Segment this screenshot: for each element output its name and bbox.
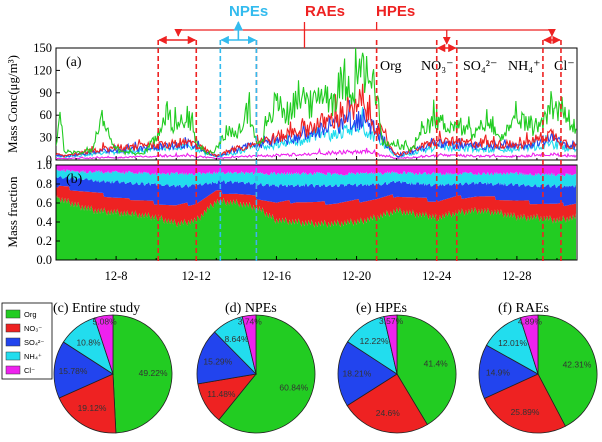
pie-slice-label: 4.89% [518, 317, 543, 327]
pie-slice-label: 24.6% [376, 408, 401, 418]
pie-slice-label: 42.31% [563, 359, 592, 369]
legend-label: NH₄⁺ [24, 352, 42, 361]
pie-slice-label: 14.9% [486, 367, 511, 377]
area-SO₄²⁻ [56, 175, 576, 207]
y-tick-label-a: 150 [33, 41, 52, 55]
legend-label: Cl⁻ [24, 366, 35, 375]
pie-slice-label: 11.48% [207, 389, 236, 399]
pie-slice-label: 12.01% [498, 338, 527, 348]
pie-slice-SO₄²⁻ [337, 341, 398, 407]
legend-label: SO₄²⁻ [24, 338, 44, 347]
pie-slice-label: 15.78% [59, 366, 88, 376]
y-axis-title-b: Mass fraction [5, 176, 20, 248]
area-NO₃⁻ [56, 185, 576, 228]
x-tick-label: 12-12 [182, 269, 211, 283]
panel-b: 0.0 0.2 0.4 0.6 0.8 1.0 (b) [36, 158, 578, 267]
y-tick-label-b: 0.8 [36, 177, 52, 191]
pie-slice-NO₃⁻ [346, 373, 428, 434]
pie-slice-label: 5.08% [93, 317, 118, 327]
pie-slice-label: 8.64% [224, 334, 249, 344]
pie-slice-label: 41.4% [424, 358, 449, 368]
pie-slice-NO₃⁻ [483, 373, 566, 434]
series-label: Cl⁻ [554, 59, 575, 74]
pie-slice-SO₄²⁻ [478, 344, 539, 399]
legend-swatch [5, 309, 21, 319]
legend-label: NO₃⁻ [24, 324, 42, 333]
hpes-label: HPEs [376, 3, 415, 20]
raes-label: RAEs [305, 3, 345, 20]
series-label: NH₄⁺ [508, 59, 541, 74]
y-tick-label-a: 60 [40, 108, 53, 122]
series-line-Cl⁻ [56, 147, 577, 160]
legend-swatch [5, 351, 21, 361]
y-tick-label-a: 120 [33, 63, 52, 77]
pie-slice-Cl⁻ [93, 314, 114, 375]
y-tick-label-b: 0.0 [36, 253, 52, 267]
pie-slice-NO₃⁻ [58, 373, 117, 434]
x-tick-label: 12-20 [342, 269, 371, 283]
area-NH₄⁺ [56, 168, 576, 188]
pie-slice-label: 3.74% [238, 316, 263, 326]
legend-swatch [5, 323, 21, 333]
y-tick-label-b: 1.0 [36, 158, 52, 172]
legend-swatch [5, 337, 21, 347]
legend-label: Org [24, 310, 37, 319]
pie-slice-Org [218, 314, 316, 434]
pie-slice-label: 25.89% [511, 407, 540, 417]
pie-slice-Cl⁻ [383, 314, 398, 375]
series-line-NO₃⁻ [56, 83, 577, 159]
y-axis-title-a: Mass Conc(μg/m³) [5, 55, 20, 153]
pie-slice-label: 3.57% [379, 316, 404, 326]
x-tick-label: 12-24 [422, 269, 452, 283]
npes-label: NPEs [229, 3, 268, 20]
pie-title: (f) RAEs [498, 301, 549, 316]
pie-slice-Cl⁻ [241, 314, 257, 375]
pie-slice-Org [112, 314, 173, 434]
series-label: Org [380, 59, 402, 74]
pie-title: (c) Entire study [53, 301, 140, 316]
pie-slice-SO₄²⁻ [53, 341, 114, 399]
pie-title: (d) NPEs [225, 301, 277, 316]
pie-slice-label: 18.21% [342, 369, 371, 379]
pie-slice-Org [396, 314, 457, 426]
pie-slice-Cl⁻ [519, 314, 539, 375]
panel-a-label: (a) [66, 55, 82, 70]
x-tick-label: 12-8 [105, 269, 128, 283]
y-tick-label-a: 30 [40, 131, 53, 145]
pie-slice-label: 12.22% [360, 336, 389, 346]
y-tick-label-b: 0.2 [36, 234, 52, 248]
series-label: SO₄²⁻ [463, 59, 497, 74]
pie-slice-label: 19.12% [78, 403, 107, 413]
y-tick-label-b: 0.6 [36, 196, 52, 210]
pie-slice-Org [537, 314, 598, 427]
legend: Org NO₃⁻ SO₄²⁻ NH₄⁺ Cl⁻ [1, 302, 53, 380]
pie-slice-label: 60.84% [279, 382, 308, 392]
y-tick-label-a: 0 [46, 153, 52, 167]
y-tick-label-a: 90 [40, 86, 53, 100]
area-Cl⁻ [56, 165, 576, 177]
pie-slice-label: 15.29% [203, 357, 232, 367]
x-tick-label: 12-28 [502, 269, 531, 283]
panel-b-label: (b) [66, 172, 83, 187]
pie-slice-label: 10.8% [76, 337, 101, 347]
pie-slice-label: 49.22% [139, 368, 168, 378]
x-tick-label: 12-16 [262, 269, 291, 283]
series-line-Org [56, 48, 577, 157]
area-Org [56, 195, 576, 260]
legend-swatch [5, 365, 21, 375]
pie-slice-SO₄²⁻ [196, 331, 257, 385]
pie-title: (e) HPEs [356, 301, 407, 316]
y-tick-label-b: 0.4 [36, 215, 52, 229]
